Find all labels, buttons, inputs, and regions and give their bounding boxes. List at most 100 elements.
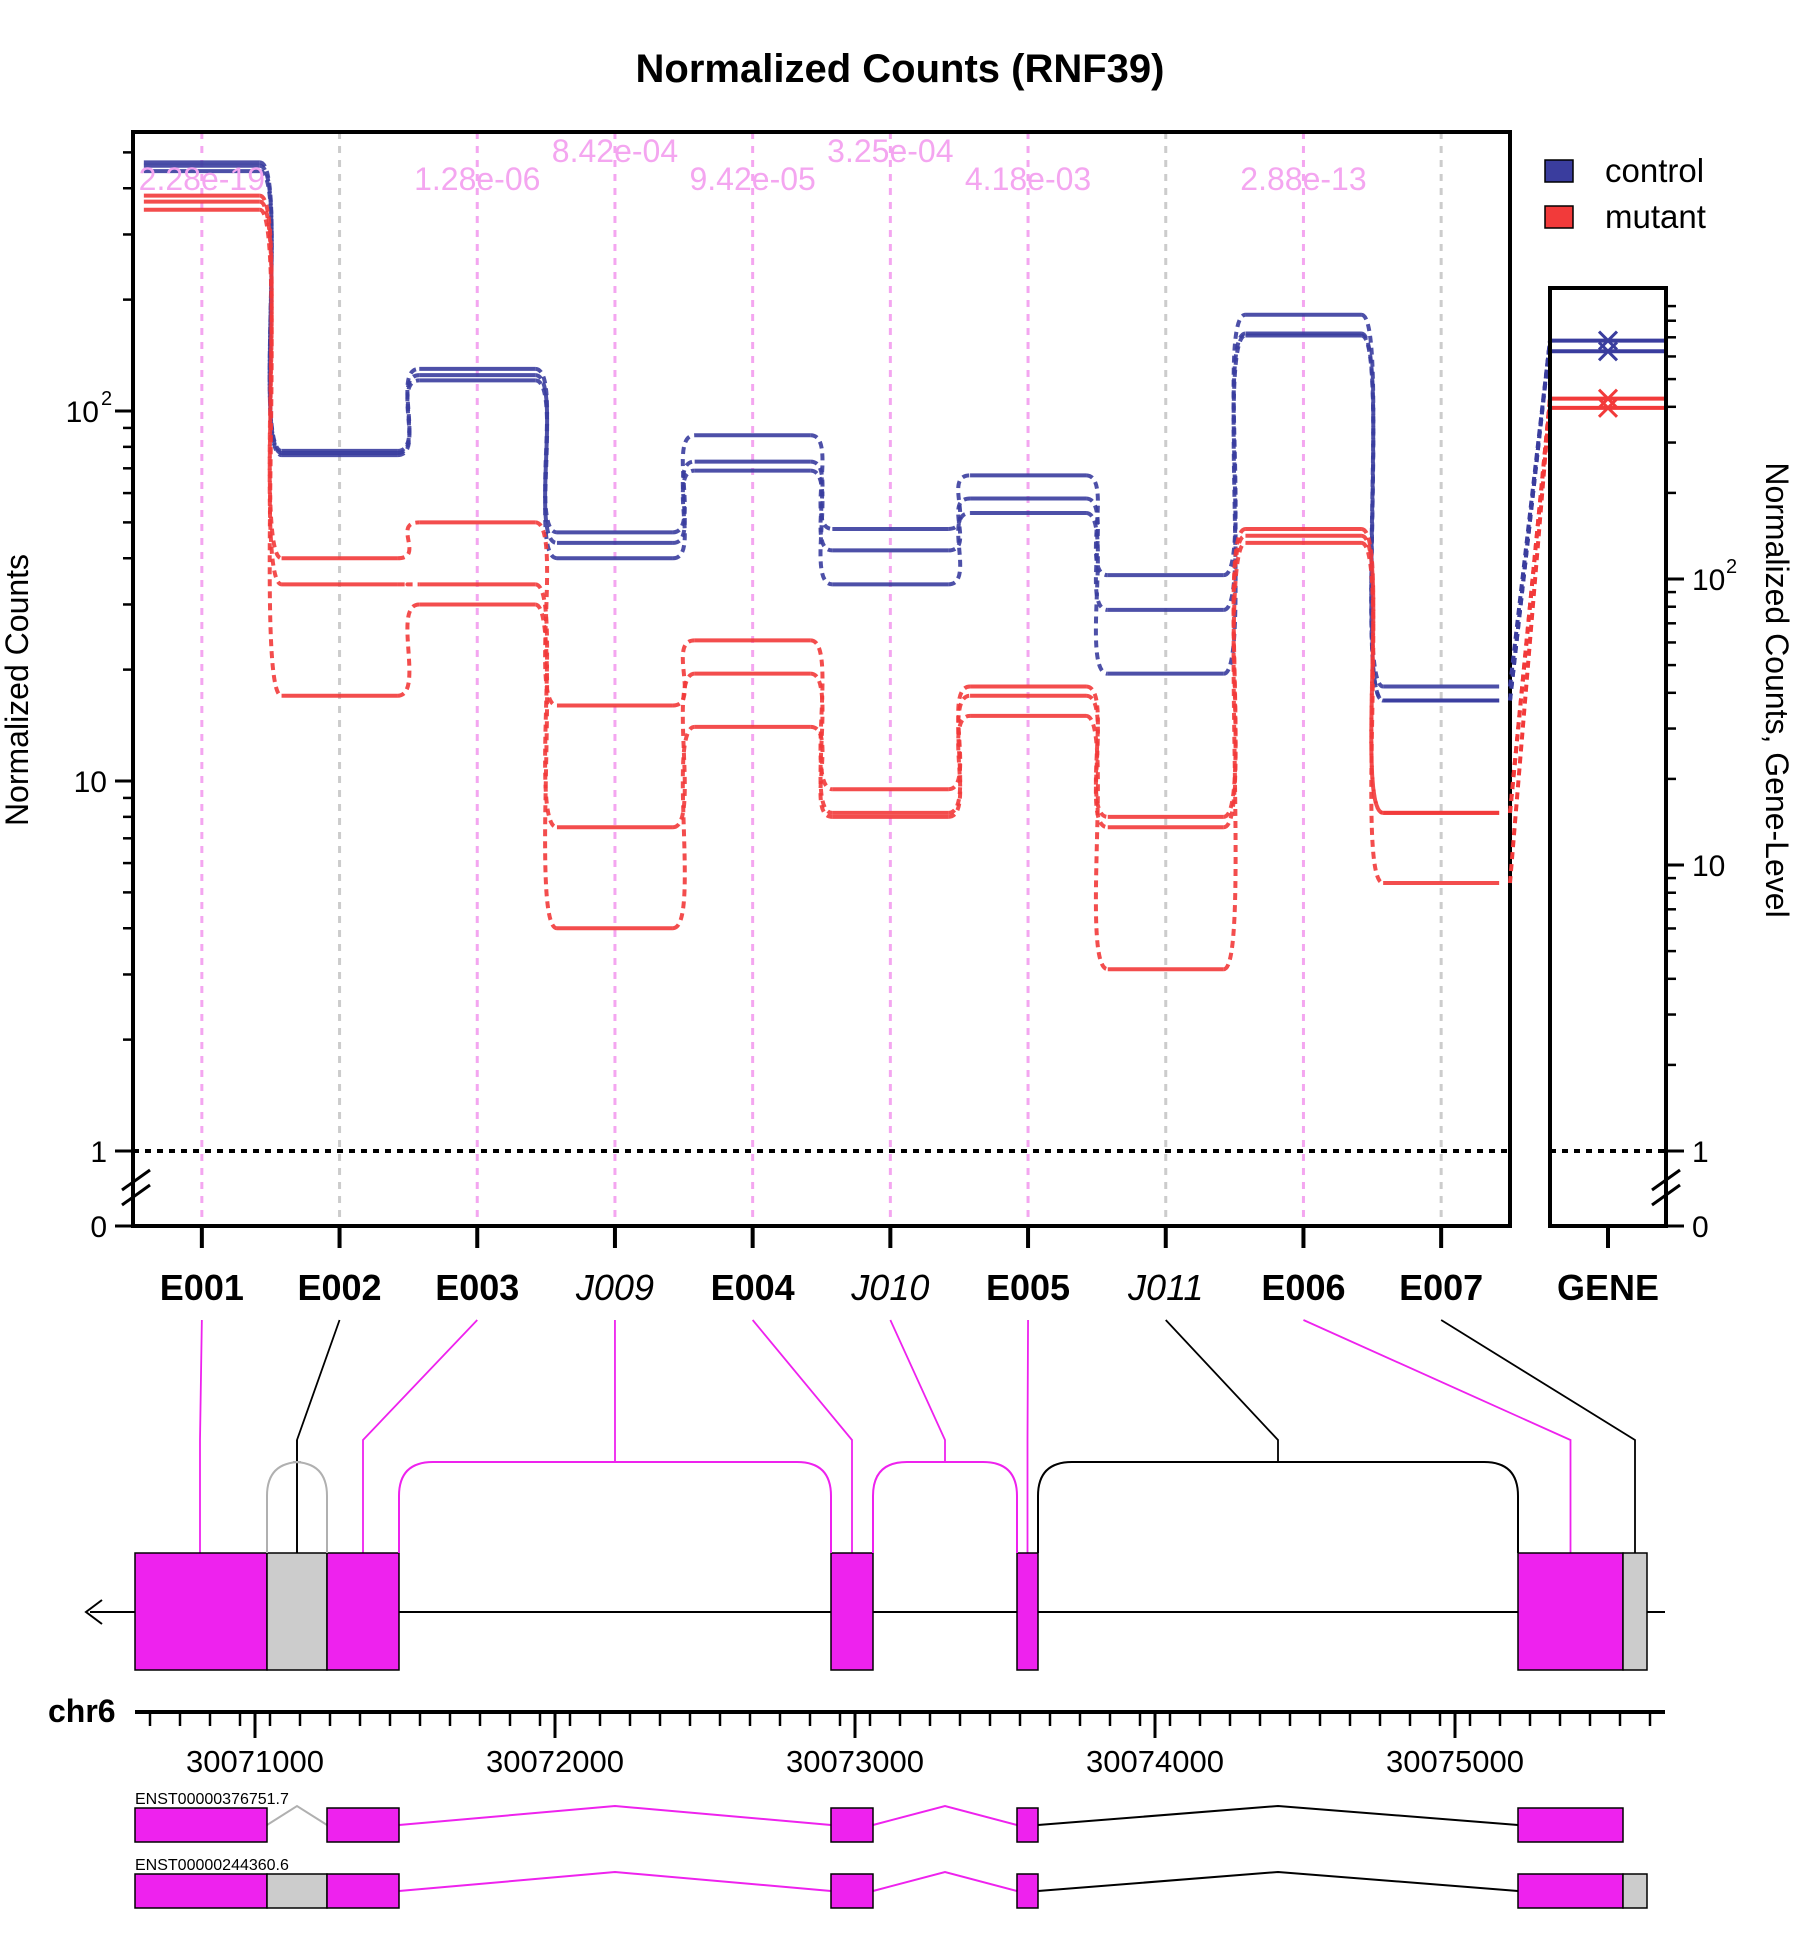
feature-label-e003: E003 [435,1267,519,1308]
transcript-intron [1037,1870,1519,1892]
transcript-exon-e006 [1517,1807,1624,1843]
transcript-exon-e001 [134,1873,268,1909]
gene-level-marker-control [1597,341,1619,362]
transcript-exon-e004 [830,1873,874,1909]
axis-break-mark [1651,1183,1681,1207]
y-tick-label: 10 [66,396,99,429]
transcript-exon-e006 [1517,1873,1624,1909]
junction-arc-j011 [1037,1461,1519,1553]
transcript-name: ENST00000244360.6 [135,1857,289,1874]
exon-bin-e003 [326,1552,400,1671]
pvalue-label-e006: 2.88e-13 [1240,161,1366,197]
pvalue-label-j009: 8.42e-04 [552,133,678,169]
axis-break-mark [121,1183,151,1207]
data-connector [672,724,696,931]
transcript-exon-e005 [1016,1807,1039,1843]
data-connector [810,724,833,819]
transcript-exon-e003 [326,1873,400,1909]
gene-level-connector [1508,398,1552,814]
data-connector [947,693,971,815]
feature-label-j011: J011 [1127,1267,1203,1308]
y-right-tick-label: 0 [1692,1211,1709,1244]
data-connector [947,511,971,587]
coordinate-tick-label: 30075000 [1386,1744,1524,1779]
feature-label-e002: E002 [298,1267,382,1308]
y-tick-exponent: 2 [101,388,112,410]
transcripts: ENST00000376751.7 ENST00000244360.6 [134,1791,1648,1909]
coordinate-tick-label: 30072000 [486,1744,624,1779]
data-connector [948,473,971,531]
coordinate-tick-label: 30071000 [186,1744,324,1779]
transcript-exon-e001 [134,1807,268,1843]
exon-bin-e005 [1016,1552,1039,1671]
transcript-exon-e002 [266,1873,328,1909]
axis-break-mark [121,1168,151,1192]
data-connector [397,602,420,698]
data-connector [1085,473,1109,578]
exon-bin-e007 [1622,1552,1648,1671]
feature-label-j009: J009 [575,1267,654,1308]
feature-connector-e005 [1026,1319,1029,1553]
feature-connector-j011 [1165,1319,1279,1462]
transcript-intron [872,1804,1018,1826]
junction-arc-j002 [266,1461,328,1553]
feature-connector-e001 [199,1319,203,1553]
data-connector [257,207,284,698]
data-connector [534,582,558,830]
data-connector [397,520,420,561]
chromosome-label: chr6 [48,1693,116,1729]
feature-connector-e002 [296,1319,341,1553]
data-connector [809,638,834,792]
feature-connector-e007 [1440,1319,1636,1553]
pvalue-label-e004: 9.42e-05 [689,161,815,197]
feature-label-gene: GENE [1557,1267,1659,1308]
data-connector [1085,713,1109,972]
transcript-intron [398,1804,832,1826]
transcript-intron [872,1870,1018,1892]
coordinate-tick-label: 30073000 [786,1744,924,1779]
transcript-intron [266,1804,328,1826]
y-tick-label: 1 [90,1136,107,1169]
junction-arc-j010 [872,1461,1018,1553]
feature-connectors [199,1319,1636,1553]
data-connector [1222,333,1247,676]
strand-arrow-icon [84,1599,103,1625]
data-connector [810,671,833,815]
transcript-exon-e007 [1622,1873,1648,1909]
legend: control mutant [1544,152,1706,235]
legend-label-mutant: mutant [1605,198,1706,235]
data-connector [1085,496,1109,612]
pvalue-label-j010: 3.25e-04 [827,133,953,169]
legend-swatch-mutant [1544,205,1574,229]
pvalue-label-e003: 1.28e-06 [414,161,540,197]
series-mutant-5 [143,207,1500,972]
feature-label-e007: E007 [1399,1267,1483,1308]
y-tick-label: 0 [90,1211,107,1244]
gene-level-connector [1508,398,1552,884]
data-connector [1222,540,1247,972]
series-control-1 [143,163,1500,703]
coordinate-tick-label: 30074000 [1086,1744,1224,1779]
transcript-exon-e004 [830,1807,874,1843]
data-connector [1360,540,1385,886]
legend-label-control: control [1605,152,1704,189]
transcript-name: ENST00000376751.7 [135,1791,289,1808]
series-control-0 [143,160,1500,689]
series-control-2 [143,169,1500,703]
exon-bin-e004 [830,1552,874,1671]
data-connector [672,468,696,561]
data-connector [672,459,696,545]
exon-bin-e002 [266,1552,328,1671]
y-right-tick-label: 10 [1692,850,1725,883]
y-right-tick-exponent: 2 [1726,556,1737,578]
feature-connector-e004 [751,1319,853,1553]
pvalue-label-e005: 4.18e-03 [965,161,1091,197]
transcript-intron [1037,1804,1519,1826]
y-right-tick-label: 10 [1692,564,1725,597]
feature-connector-e006 [1303,1319,1572,1553]
data-connector [810,468,833,587]
gene-level-marker-mutant [1597,397,1619,418]
main-plot-frame [131,130,1512,1228]
